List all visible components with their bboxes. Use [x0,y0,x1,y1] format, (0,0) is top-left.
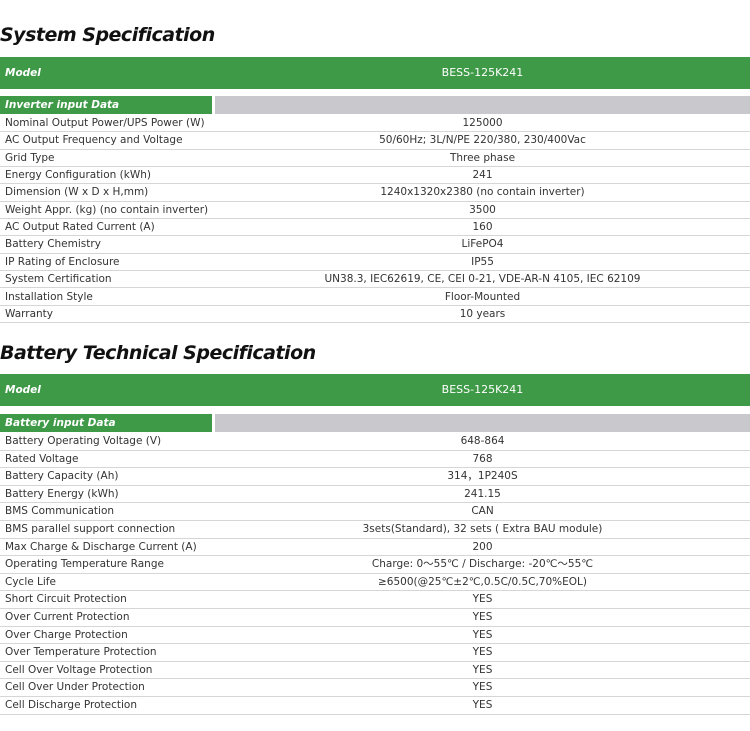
table-row [0,271,750,289]
table-row [0,574,750,592]
row-label: Battery Energy (kWh) [5,487,119,500]
table-row [0,591,750,609]
header-value: BESS-125K241 [441,383,524,396]
row-label: AC Output Frequency and Voltage [5,134,183,147]
table-row [0,289,750,306]
row-label: Warranty [5,307,54,320]
row-label: IP Rating of Enclosure [5,255,120,268]
row-label: Over Charge Protection [5,628,128,641]
row-value: 50/60Hz; 3L/N/PE 220/380, 230/400Vac [379,134,586,147]
row-value: IP55 [471,255,494,268]
row-value: 200 [472,540,493,553]
row-value: YES [472,593,493,606]
row-value: YES [472,663,493,676]
row-label: Energy Configuration (kWh) [5,169,151,182]
table-row [0,115,750,133]
row-label: BMS parallel support connection [5,523,176,535]
row-label: Short Circuit Protection [5,593,127,606]
table-row [0,219,750,237]
table-row [0,609,750,627]
row-value: LiFePO4 [461,238,504,251]
row-label: Cell Discharge Protection [5,699,138,711]
table-row [0,521,750,539]
row-label: Battery Chemistry [5,238,101,251]
table-row [0,433,750,451]
row-value: Charge: 0～55℃ / Discharge: -20℃～55℃ [371,558,594,571]
row-value: 10 years [459,307,506,320]
table-row [0,150,750,168]
table-row [0,644,750,662]
row-label: Cell Over Voltage Protection [5,663,153,676]
row-label: Over Current Protection [5,611,130,623]
row-label: Cell Over Under Protection [5,681,145,694]
table-row [0,306,750,324]
section-title: Battery Technical Specification [0,342,316,364]
header-value: BESS-125K241 [441,66,524,79]
row-label: Dimension (W x D x H,mm) [5,186,149,199]
table-row [0,662,750,680]
section-title: System Specification [0,24,215,46]
table-row [0,451,750,469]
table-row [0,132,750,150]
row-label: Grid Type [5,151,55,164]
row-label: BMS Communication [5,505,115,518]
table-row [0,468,750,486]
row-value: YES [472,628,493,641]
row-value: 768 [472,452,493,465]
row-value: 160 [472,221,493,234]
table-row [0,167,750,185]
row-label: Weight Appr. (kg) (no contain inverter) [5,203,209,216]
row-label: Rated Voltage [5,452,79,465]
row-value: 241.15 [464,487,501,500]
row-value: 3500 [469,203,496,216]
row-value: YES [472,611,493,623]
table-row [0,697,750,715]
table-row [0,679,750,697]
row-value: ≥6500(@25℃±2℃,0.5C/0.5C,70%EOL) [378,575,587,588]
header-label: Model [5,67,41,79]
row-label: Cycle Life [5,575,56,588]
row-value: 241 [472,169,493,182]
row-value: 125000 [462,117,503,129]
header-bar [0,374,750,406]
row-value: 648-864 [460,435,505,447]
row-label: Over Temperature Protection [5,646,157,659]
row-label: Installation Style [5,290,93,303]
table-row [0,539,750,557]
table-row [0,236,750,254]
table-row [0,627,750,645]
group-label: Inverter input Data [0,96,212,114]
row-value: UN38.3, IEC62619, CE, CEI 0-21, VDE-AR-N… [324,273,641,286]
table-row [0,184,750,202]
row-value: CAN [471,505,494,518]
row-value: YES [472,699,493,711]
group-bar [215,414,750,432]
row-value: Three phase [449,151,516,164]
row-label: Operating Temperature Range [5,558,164,571]
row-label: Battery Operating Voltage (V) [5,435,162,447]
row-label: Battery Capacity (Ah) [5,470,119,483]
group-label: Battery input Data [0,414,212,432]
row-value: 1240x1320x2380 (no contain inverter) [380,186,585,199]
table-row [0,503,750,521]
row-value: YES [472,681,493,694]
row-label: AC Output Rated Current (A) [5,221,155,234]
row-label: Max Charge & Discharge Current (A) [5,540,197,553]
table-row [0,486,750,504]
row-value: 314，1P240S [447,470,518,483]
header-bar [0,57,750,89]
row-value: YES [472,646,493,659]
row-value: 3sets(Standard), 32 sets ( Extra BAU mod… [362,523,603,535]
table-row [0,254,750,272]
table-row [0,202,750,220]
row-label: System Certification [5,273,112,286]
group-bar [215,96,750,114]
table-row [0,556,750,574]
row-label: Nominal Output Power/UPS Power (W) [5,117,205,129]
row-value: Floor-Mounted [444,290,521,303]
header-label: Model [5,384,41,396]
